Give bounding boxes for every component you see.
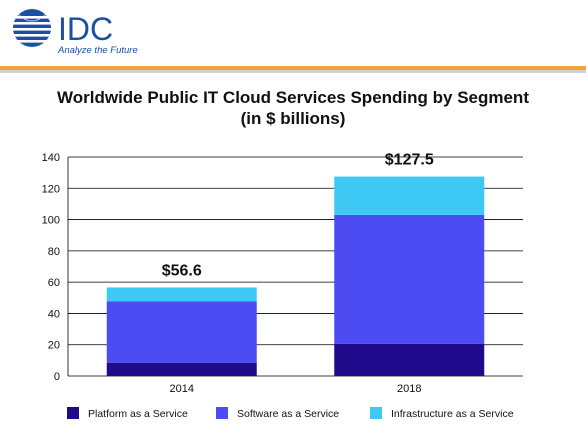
chart-subtitle: (in $ billions) (240, 109, 346, 128)
y-tick-label: 0 (54, 371, 60, 383)
bar-segment (334, 343, 485, 376)
logo-tagline: Analyze the Future (57, 45, 138, 56)
legend-swatch (67, 407, 79, 419)
globe-icon (11, 9, 53, 47)
legend-swatch (216, 407, 228, 419)
bar-segment (106, 287, 257, 302)
header-divider (0, 66, 586, 70)
y-tick-label: 60 (48, 277, 60, 289)
chart-title: Worldwide Public IT Cloud Services Spend… (57, 88, 529, 107)
bar-segment (334, 176, 485, 215)
bar-segment (106, 362, 257, 376)
header-divider-shadow (0, 70, 586, 73)
legend-label: Platform as a Service (88, 408, 188, 420)
y-tick-label: 100 (42, 215, 60, 227)
bar-total-label: $127.5 (385, 152, 434, 169)
legend-label: Software as a Service (237, 408, 339, 420)
y-tick-label: 80 (48, 246, 60, 258)
idc-logo: IDC Analyze the Future (11, 9, 138, 56)
bar-total-label: $56.6 (162, 262, 202, 279)
chart-title-block: Worldwide Public IT Cloud Services Spend… (0, 87, 586, 129)
y-tick-label: 120 (42, 183, 60, 195)
legend-swatch (370, 407, 382, 419)
y-tick-label: 20 (48, 340, 60, 352)
bar-segment (106, 301, 257, 363)
header: IDC Analyze the Future (0, 0, 586, 66)
x-tick-label: 2018 (397, 383, 421, 395)
x-tick-label: 2014 (170, 383, 194, 395)
legend-label: Infrastructure as a Service (391, 408, 514, 420)
bar-segment (334, 214, 485, 344)
y-tick-label: 140 (42, 152, 60, 164)
y-tick-label: 40 (48, 308, 60, 320)
logo-wordmark: IDC (58, 11, 113, 47)
